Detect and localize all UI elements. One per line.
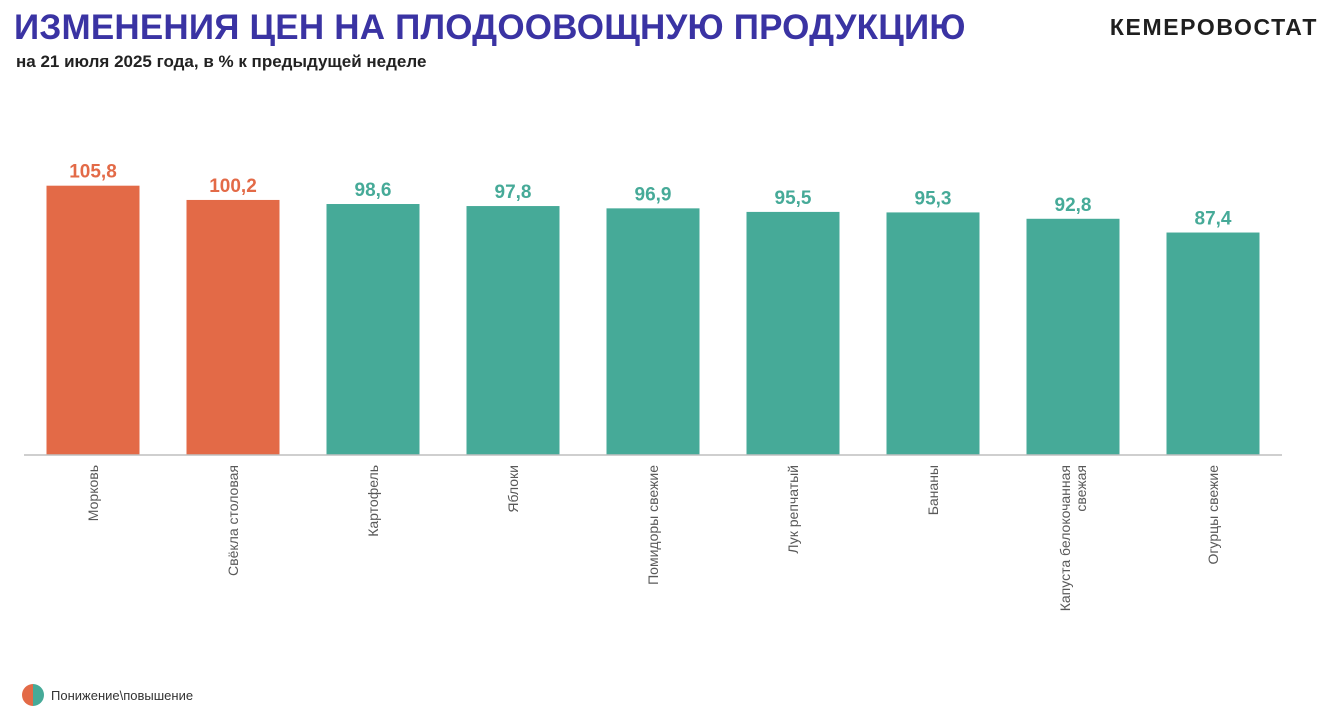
bar [186,199,280,455]
category-label: Лук репчатый [785,465,801,554]
bar [606,208,700,455]
bar-value-label: 97,8 [495,182,532,203]
category-label: Огурцы свежие [1205,465,1221,565]
bar [886,212,980,455]
bar-value-label: 96,9 [635,184,672,205]
bar [326,204,420,455]
category-label: Бананы [925,465,941,515]
category-label: Свёкла столовая [225,465,241,576]
bar [1026,218,1120,455]
legend-pie-icon [22,684,44,706]
category-label: Картофель [365,465,381,537]
category-label: Помидоры свежие [645,465,661,585]
brand-logo: КЕМЕРОВОСТАТ [1109,14,1318,40]
page-title: ИЗМЕНЕНИЯ ЦЕН НА ПЛОДООВОЩНУЮ ПРОДУКЦИЮ [14,8,966,47]
bar-value-label: 95,3 [915,188,952,209]
category-label: свежая [1073,465,1089,512]
bar [466,206,560,455]
legend: Понижение\повышение [22,684,193,706]
category-label: Морковь [85,465,101,521]
page-subtitle: на 21 июля 2025 года, в % к предыдущей н… [16,52,427,71]
bar-value-label: 87,4 [1195,209,1232,230]
legend-label: Понижение\повышение [51,687,194,703]
bar [746,211,840,455]
bar-value-label: 98,6 [355,180,392,201]
bar-value-label: 105,8 [69,162,117,183]
category-label: Яблоки [505,465,521,513]
bar-value-label: 100,2 [209,176,257,197]
bar-value-label: 95,5 [775,188,812,209]
category-label: Капуста белокочанная [1057,465,1073,611]
bar [1166,232,1260,455]
bar-value-label: 92,8 [1055,195,1092,216]
bar [46,185,140,455]
